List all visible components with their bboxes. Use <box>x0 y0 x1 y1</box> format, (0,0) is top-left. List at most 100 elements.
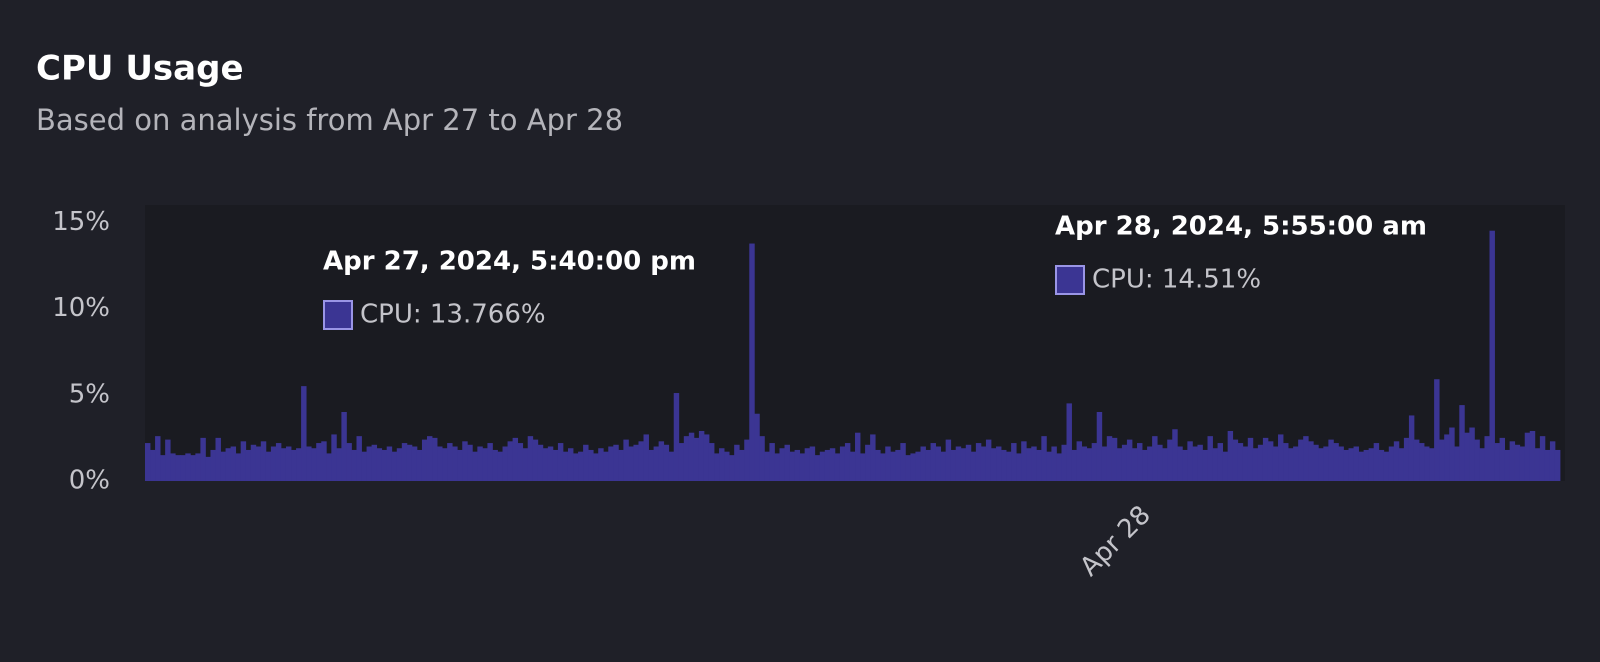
bar <box>1333 443 1339 481</box>
bar <box>774 453 780 481</box>
bar <box>1429 448 1435 481</box>
bar <box>1398 448 1405 481</box>
bar <box>819 451 826 481</box>
bar <box>356 436 362 481</box>
bar <box>754 413 760 481</box>
bar <box>291 449 297 481</box>
bar <box>532 439 539 481</box>
bar <box>870 434 876 481</box>
bar <box>326 453 332 481</box>
bar <box>1323 446 1329 481</box>
bar <box>1167 439 1173 481</box>
bar <box>507 441 513 481</box>
bar <box>648 449 654 481</box>
bar <box>925 449 931 481</box>
bar <box>623 439 629 481</box>
tooltip-title: Apr 27, 2024, 5:40:00 pm <box>323 247 696 277</box>
bar <box>170 453 176 481</box>
bar <box>875 449 881 481</box>
tooltip-swatch <box>323 300 353 330</box>
bar <box>895 449 901 481</box>
bar <box>1449 427 1455 481</box>
bar <box>442 448 448 481</box>
bar <box>1212 448 1218 481</box>
bar <box>220 451 226 481</box>
bar <box>960 448 967 481</box>
bar <box>779 448 785 481</box>
bar <box>185 453 191 481</box>
bar <box>1222 451 1229 481</box>
bar <box>1454 446 1460 481</box>
bar <box>1484 436 1490 481</box>
bar <box>361 451 367 481</box>
bar <box>900 443 906 481</box>
bar <box>517 443 524 481</box>
bar <box>351 449 357 481</box>
bar <box>1272 446 1279 481</box>
bar <box>583 444 589 481</box>
bar <box>1514 444 1521 481</box>
bar <box>1554 449 1561 481</box>
bar <box>1303 436 1309 481</box>
bar <box>1318 448 1324 481</box>
bar <box>839 446 846 481</box>
bar <box>447 443 453 481</box>
chart-title: CPU Usage <box>36 49 244 89</box>
bar <box>653 446 660 481</box>
bar <box>376 448 383 481</box>
bar <box>1504 449 1511 481</box>
bar <box>613 444 619 481</box>
bar <box>1373 443 1380 481</box>
bar <box>834 453 841 481</box>
bar <box>643 434 649 481</box>
bar <box>1061 444 1067 481</box>
bar <box>301 386 307 481</box>
tooltip-swatch <box>1055 265 1085 295</box>
y-tick-label: 15% <box>52 207 110 237</box>
bar <box>215 437 221 481</box>
bar <box>1232 439 1239 481</box>
bar <box>1413 439 1420 481</box>
bar <box>1172 429 1178 481</box>
bar <box>1519 446 1526 481</box>
bar <box>673 393 680 481</box>
bar <box>547 446 554 481</box>
bar <box>638 441 644 481</box>
bar <box>567 448 574 481</box>
bar <box>472 451 478 481</box>
bar <box>608 446 614 481</box>
bar <box>1091 443 1098 481</box>
bar <box>432 437 438 481</box>
bar <box>245 449 252 481</box>
bar <box>1011 443 1017 481</box>
bar <box>1494 443 1500 481</box>
bar <box>1252 448 1259 481</box>
bar <box>1408 415 1415 481</box>
bar <box>1293 446 1299 481</box>
bar <box>729 455 735 481</box>
bar <box>849 451 856 481</box>
bar <box>1026 448 1032 481</box>
bar <box>1096 412 1103 481</box>
bar <box>688 432 695 481</box>
bar <box>452 446 458 481</box>
bar <box>784 444 790 481</box>
bar <box>578 451 584 481</box>
bar <box>522 448 529 481</box>
bar <box>714 453 720 481</box>
bar <box>1343 449 1349 481</box>
bar <box>980 446 987 481</box>
bar <box>1001 449 1007 481</box>
bar <box>1534 448 1541 481</box>
bar <box>1348 448 1354 481</box>
bar <box>1393 441 1400 481</box>
bar <box>1142 449 1148 481</box>
bar <box>1187 441 1193 481</box>
bar <box>1524 432 1531 481</box>
bar <box>1283 443 1289 481</box>
bar <box>180 455 186 481</box>
bar <box>200 437 206 481</box>
bar <box>482 448 488 481</box>
bar <box>255 446 262 481</box>
bar <box>1464 432 1470 481</box>
